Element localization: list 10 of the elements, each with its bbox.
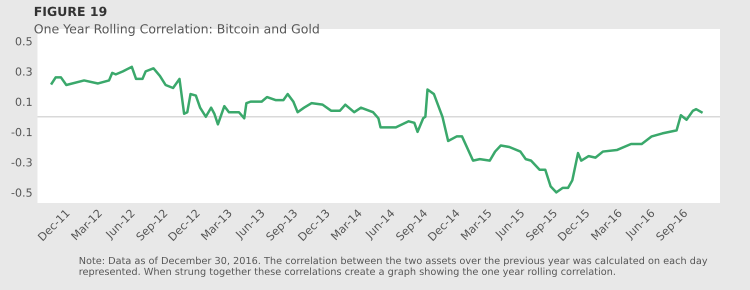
chart-title: FIGURE 19 bbox=[34, 6, 106, 16]
y-tick-label: -0.3 bbox=[12, 158, 32, 167]
y-tick-label: -0.1 bbox=[12, 128, 32, 136]
y-tick-label: -0.5 bbox=[12, 188, 32, 197]
chart-subtitle: One Year Rolling Correlation: Bitcoin and Gold bbox=[34, 24, 319, 36]
text: Note: Data as of December 30, 2016. The correlation between the two assets over the previous year was calculated on each day represented. When strung together these correlations create a graph showing the one year rolling correlation. bbox=[80, 256, 708, 277]
y-tick-label: 0.1 bbox=[16, 98, 32, 106]
line-series bbox=[50, 66, 703, 194]
y-tick-label: 0.5 bbox=[16, 37, 32, 46]
y-tick-label: 0.3 bbox=[16, 67, 32, 76]
